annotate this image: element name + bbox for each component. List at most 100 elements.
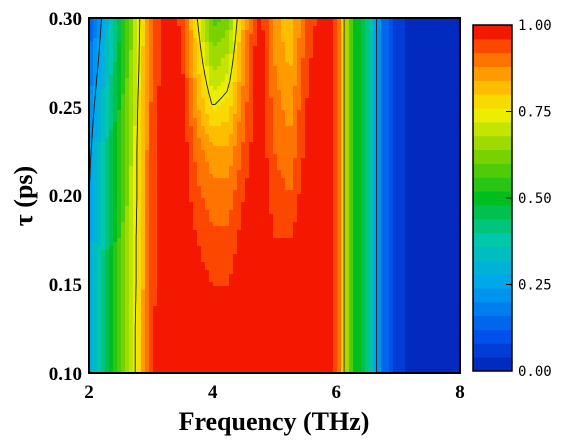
heatmap-cell — [449, 66, 454, 71]
heatmap-cell — [169, 146, 174, 151]
heatmap-cell — [321, 166, 326, 171]
heatmap-cell — [317, 210, 322, 215]
heatmap-cell — [121, 158, 126, 163]
heatmap-cell — [381, 158, 386, 163]
heatmap-cell — [253, 226, 258, 231]
heatmap-cell — [101, 222, 106, 227]
heatmap-cell — [409, 106, 414, 111]
heatmap-cell — [365, 202, 370, 207]
heatmap-cell — [209, 54, 214, 59]
heatmap-cell — [289, 114, 294, 119]
heatmap-cell — [349, 70, 354, 75]
heatmap-cell — [89, 166, 94, 171]
heatmap-cell — [89, 126, 94, 131]
heatmap-cell — [397, 54, 402, 59]
heatmap-cell — [89, 130, 94, 135]
heatmap-cell — [381, 218, 386, 223]
heatmap-cell — [193, 46, 198, 51]
heatmap-cell — [285, 166, 290, 171]
heatmap-cell — [337, 122, 342, 127]
heatmap-cell — [157, 126, 162, 131]
heatmap-cell — [385, 206, 390, 211]
heatmap-cell — [257, 146, 262, 151]
heatmap-cell — [113, 54, 118, 59]
heatmap-cell — [145, 38, 150, 43]
heatmap-cell — [361, 198, 366, 203]
heatmap-cell — [333, 74, 338, 79]
heatmap-cell — [157, 142, 162, 147]
heatmap-cell — [285, 138, 290, 143]
heatmap-cell — [161, 190, 166, 195]
heatmap-cell — [193, 230, 198, 235]
heatmap-cell — [417, 26, 422, 31]
heatmap-cell — [353, 142, 358, 147]
heatmap-cell — [413, 178, 418, 183]
heatmap-cell — [229, 166, 234, 171]
heatmap-cell — [141, 98, 146, 103]
heatmap-cell — [301, 82, 306, 87]
heatmap-cell — [357, 102, 362, 107]
heatmap-cell — [89, 82, 94, 87]
heatmap-cell — [221, 138, 226, 143]
heatmap-cell — [413, 210, 418, 215]
heatmap-cell — [125, 18, 130, 23]
heatmap-cell — [157, 210, 162, 215]
heatmap-cell — [265, 206, 270, 211]
heatmap-cell — [369, 146, 374, 151]
heatmap-cell — [425, 46, 430, 51]
heatmap-cell — [357, 54, 362, 59]
heatmap-cell — [97, 146, 102, 151]
heatmap-cell — [421, 22, 426, 27]
heatmap-cell — [125, 58, 130, 63]
heatmap-cell — [265, 46, 270, 51]
heatmap-cell — [217, 170, 222, 175]
heatmap-cell — [345, 26, 350, 31]
heatmap-cell — [237, 42, 242, 47]
heatmap-cell — [133, 230, 138, 235]
heatmap-cell — [297, 18, 302, 23]
heatmap-cell — [109, 154, 114, 159]
heatmap-cell — [121, 174, 126, 179]
heatmap-cell — [301, 182, 306, 187]
heatmap-cell — [317, 94, 322, 99]
heatmap-cell — [125, 190, 130, 195]
heatmap-cell — [289, 198, 294, 203]
heatmap-cell — [393, 150, 398, 155]
heatmap-cell — [213, 78, 218, 83]
heatmap-cell — [457, 38, 460, 43]
heatmap-cell — [237, 222, 242, 227]
heatmap-cell — [349, 106, 354, 111]
heatmap-cell — [365, 134, 370, 139]
heatmap-cell — [93, 130, 98, 135]
heatmap-cell — [213, 26, 218, 31]
heatmap-cell — [173, 114, 178, 119]
heatmap-cell — [433, 214, 438, 219]
heatmap-cell — [213, 214, 218, 219]
heatmap-cell — [297, 194, 302, 199]
heatmap-cell — [245, 82, 250, 87]
heatmap-cell — [193, 134, 198, 139]
heatmap-cell — [361, 50, 366, 55]
heatmap-cell — [393, 178, 398, 183]
heatmap-cell — [341, 174, 346, 179]
heatmap-cell — [317, 22, 322, 27]
heatmap-cell — [345, 158, 350, 163]
heatmap-cell — [169, 178, 174, 183]
heatmap-cell — [301, 134, 306, 139]
heatmap-cell — [169, 130, 174, 135]
heatmap-cell — [333, 38, 338, 43]
heatmap-cell — [141, 54, 146, 59]
heatmap-cell — [329, 226, 334, 231]
heatmap-cell — [213, 182, 218, 187]
heatmap-cell — [241, 178, 246, 183]
heatmap-cell — [229, 214, 234, 219]
heatmap-cell — [313, 174, 318, 179]
heatmap-cell — [317, 134, 322, 139]
heatmap-cell — [393, 70, 398, 75]
heatmap-cell — [361, 174, 366, 179]
heatmap-cell — [285, 74, 290, 79]
heatmap-cell — [261, 142, 266, 147]
heatmap-cell — [233, 130, 238, 135]
heatmap-cell — [345, 42, 350, 47]
heatmap-cell — [237, 198, 242, 203]
